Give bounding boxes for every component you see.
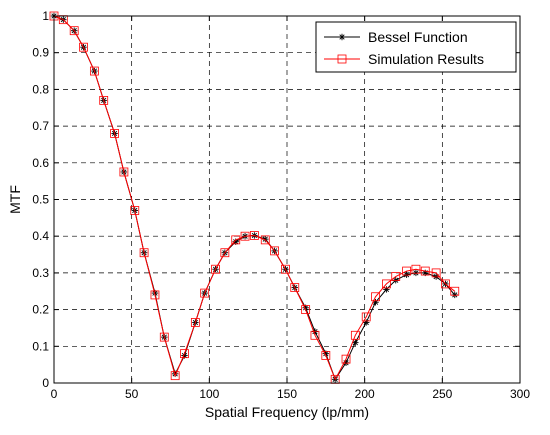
tick-labels: 0 50 100 150 200 250 300 0 0.1 0.2 0.3 0.4 0.5 0.6 0.7…	[32, 9, 530, 401]
y-tick-label: 0.3	[32, 266, 49, 280]
simulation-point	[130, 206, 140, 215]
y-tick-label: 0.1	[32, 339, 49, 353]
simulation-point	[402, 266, 412, 276]
simulation-point	[139, 248, 149, 258]
simulation-point	[290, 283, 300, 292]
y-tick-label: 0.4	[32, 229, 49, 243]
simulation-point	[211, 264, 220, 274]
y-tick-label: 0.6	[32, 156, 49, 170]
series-line-2	[53, 15, 456, 381]
x-tick-label: 50	[125, 387, 139, 401]
simulation-point	[301, 305, 311, 315]
y-tick-label: 0	[42, 376, 49, 390]
legend-label: Bessel Function	[368, 29, 468, 45]
axes	[53, 15, 521, 384]
simulation-point	[79, 42, 88, 52]
simulation-point	[361, 312, 371, 322]
simulation-point	[170, 371, 180, 381]
y-tick-label: 0.5	[32, 193, 49, 207]
simulation-point	[391, 272, 401, 281]
x-tick-label: 250	[432, 387, 452, 401]
x-tick-label: 150	[277, 387, 297, 401]
x-tick-label: 300	[510, 387, 530, 401]
y-tick-label: 0.8	[32, 82, 49, 96]
simulation-point	[450, 286, 460, 296]
y-tick-label: 0.9	[32, 46, 49, 60]
simulation-point	[89, 66, 99, 76]
legend-item-1: Bessel Function	[324, 29, 468, 45]
y-tick-label: 0.2	[32, 303, 49, 317]
simulation-point	[240, 231, 250, 241]
y-tick-label: 0.7	[32, 119, 49, 133]
simulation-point	[119, 167, 129, 177]
simulation-point	[341, 354, 351, 364]
simulation-point	[159, 332, 169, 342]
simulation-point	[411, 264, 421, 274]
legend-item-2: Simulation Results	[324, 51, 484, 67]
simulation-point	[231, 235, 241, 245]
simulation-point	[150, 290, 160, 300]
simulation-point	[200, 288, 210, 298]
x-tick-label: 200	[355, 387, 375, 401]
x-tick-label: 100	[199, 387, 219, 401]
simulation-point	[441, 279, 450, 289]
simulation-point	[99, 96, 109, 105]
series-layer	[49, 11, 460, 384]
simulation-point	[371, 292, 380, 302]
y-tick-label: 1	[42, 9, 49, 23]
legend: Bessel Function Simulation Results	[315, 21, 517, 73]
simulation-point	[180, 349, 189, 359]
legend-box	[315, 21, 517, 73]
simulation-point	[220, 248, 230, 258]
bessel-point	[383, 286, 390, 293]
simulation-point	[69, 26, 79, 36]
simulation-point	[270, 246, 279, 256]
simulation-point	[321, 351, 331, 360]
legend-marker	[337, 54, 347, 64]
simulation-point	[190, 318, 200, 327]
simulation-point	[249, 231, 259, 240]
simulation-point	[110, 129, 119, 138]
simulation-point	[260, 235, 270, 245]
simulation-point	[420, 266, 430, 276]
simulation-point	[350, 330, 360, 340]
x-tick-label: 0	[51, 387, 58, 401]
simulation-point	[431, 268, 441, 278]
simulation-point	[382, 279, 391, 289]
bessel-point	[352, 339, 359, 346]
y-axis-label: MTF	[7, 185, 23, 214]
legend-label: Simulation Results	[368, 51, 484, 67]
simulation-point	[281, 264, 290, 274]
legend-marker	[338, 33, 346, 41]
simulation-point	[310, 330, 320, 340]
x-axis-label: Spatial Frequency (lp/mm)	[205, 404, 369, 420]
